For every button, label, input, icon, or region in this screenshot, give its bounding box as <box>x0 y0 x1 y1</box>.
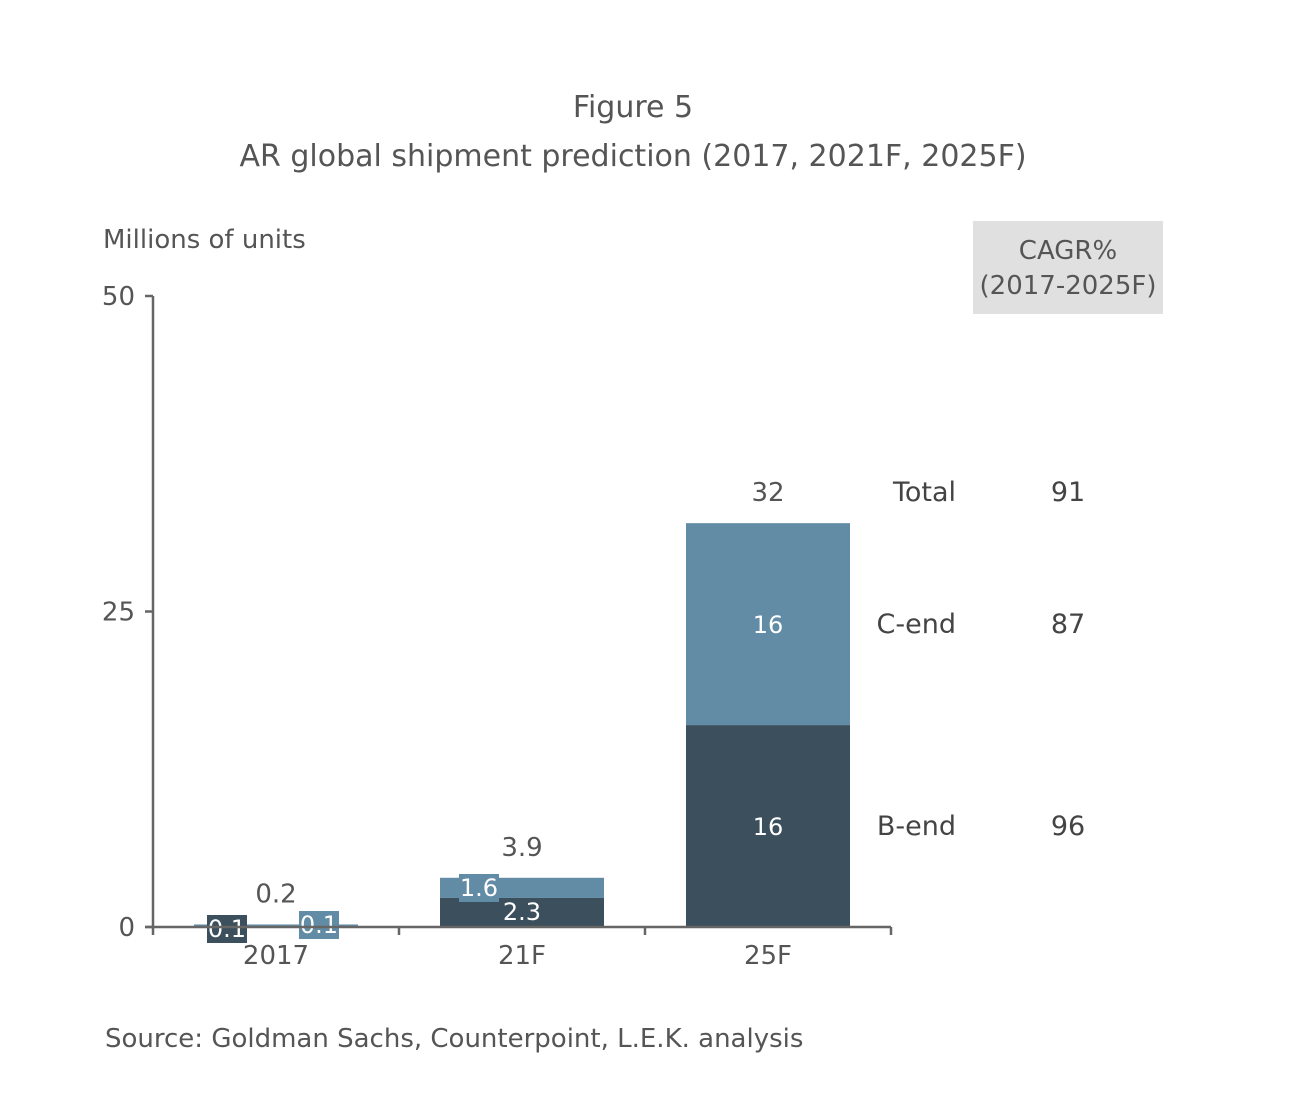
y-axis-label: Millions of units <box>103 225 306 255</box>
chart-title: AR global shipment prediction (2017, 202… <box>239 139 1026 174</box>
cagr-header-box <box>973 221 1163 314</box>
cagr-row-label-b-end: B-end <box>877 811 956 842</box>
total-label-2017: 0.2 <box>255 879 296 909</box>
y-tick-label-0: 0 <box>118 913 135 943</box>
data-label-b-end-25F: 16 <box>753 813 784 841</box>
plot-area: 0.2 2017 3.9 21F 32 25F 0.1 0.1 1.62.3 16 16 0 25 50 T… <box>102 282 1085 971</box>
x-tick-label-25F: 25F <box>744 941 792 971</box>
source-note: Source: Goldman Sachs, Counterpoint, L.E… <box>105 1024 803 1054</box>
cagr-row-value-b-end: 96 <box>1051 811 1085 842</box>
data-label-c-end-21F-bg <box>459 874 499 902</box>
total-label-25F: 32 <box>751 478 784 508</box>
cagr-header: CAGR% <box>1019 236 1117 266</box>
bar-c-end-25F <box>686 523 850 726</box>
data-label-c-end-2017: 0.1 <box>300 911 338 939</box>
bar-b-end-25F <box>686 725 850 927</box>
x-tick-label-2017: 2017 <box>243 941 309 971</box>
data-label-b-end-2017-bg <box>207 915 247 943</box>
bar-b-end-21F <box>440 897 604 927</box>
data-label-b-end-21F: 2.3 <box>503 898 541 926</box>
cagr-header-sub: (2017-2025F) <box>980 271 1157 301</box>
figure-label: Figure 5 <box>573 90 693 125</box>
bar-c-end-2017 <box>194 924 358 926</box>
x-tick-label-21F: 21F <box>498 941 546 971</box>
data-label-c-end-2017-bg <box>299 911 339 939</box>
cagr-row-label-total: Total <box>892 477 956 508</box>
cagr-row-value-total: 91 <box>1051 477 1085 508</box>
y-tick-label-25: 25 <box>102 598 135 628</box>
data-label-b-end-2017: 0.1 <box>208 915 246 943</box>
y-tick-label-50: 50 <box>102 282 135 312</box>
cagr-row-label-c-end: C-end <box>877 609 956 640</box>
data-label-c-end-25F: 16 <box>753 611 784 639</box>
cagr-row-value-c-end: 87 <box>1051 609 1085 640</box>
data-label-c-end-21F: 1.6 <box>460 874 498 902</box>
total-label-21F: 3.9 <box>501 833 542 863</box>
